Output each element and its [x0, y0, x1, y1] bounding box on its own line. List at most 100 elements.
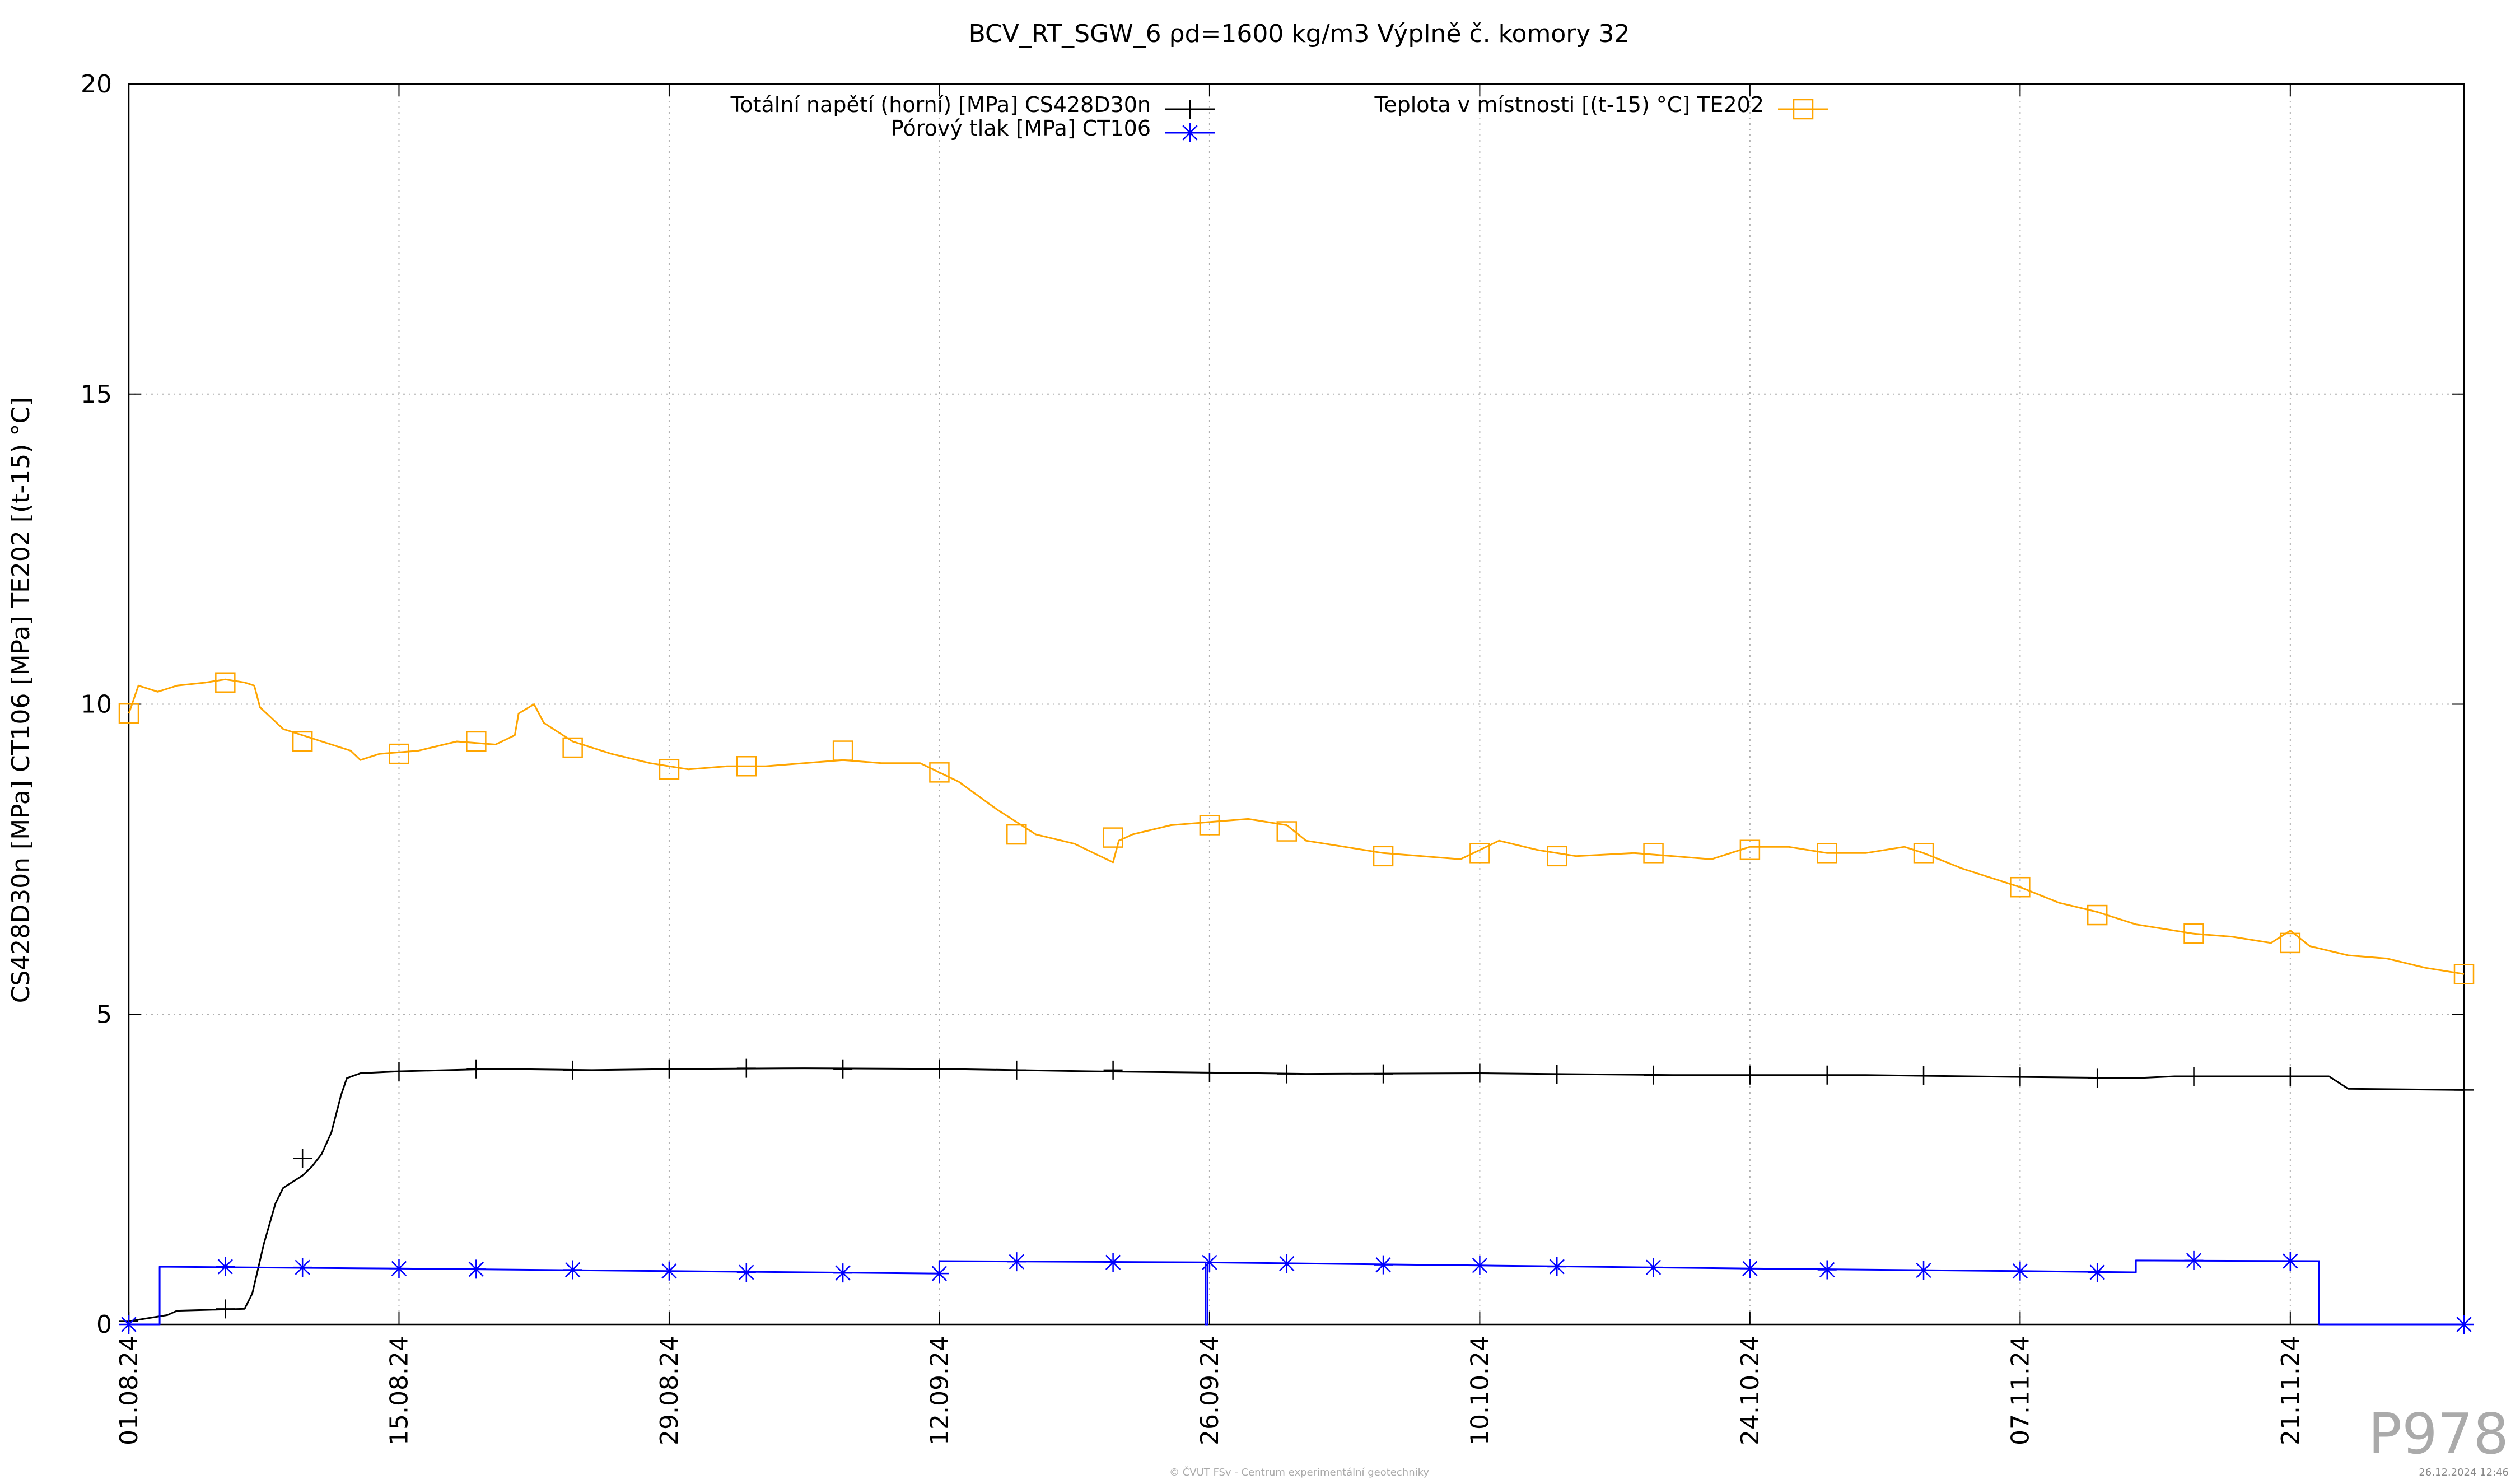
legend-label-2: Pórový tlak [MPa] CT106: [891, 116, 1151, 141]
y-axis-label: CS428D30n [MPa] CT106 [MPa] TE202 [(t-15…: [7, 397, 35, 1004]
series-1-point: [659, 1059, 679, 1079]
series-2-point: [2454, 1315, 2474, 1334]
series-3-point: [1739, 839, 1761, 861]
series-2-point: [1644, 1258, 1663, 1277]
x-tick-label: 01.08.24: [115, 1336, 143, 1445]
legend: Totální napětí (horní) [MPa] CS428D30nPó…: [730, 92, 1828, 142]
series-3-point: [1276, 821, 1298, 842]
series-1-point: [2010, 1067, 2030, 1087]
legend-marker-1: [1180, 100, 1200, 119]
series-1-point: [1644, 1065, 1663, 1085]
x-tick-label: 15.08.24: [385, 1336, 413, 1445]
series-1-point: [1817, 1065, 1837, 1085]
series-1-point: [1374, 1064, 1393, 1084]
series-3: [118, 672, 2475, 984]
series-3-point: [215, 672, 236, 693]
series-3-point: [562, 737, 583, 758]
series-3-point: [1913, 843, 1934, 864]
series-3-point: [1546, 846, 1567, 867]
series-2-point: [1740, 1259, 1760, 1278]
series-2-point: [1277, 1254, 1296, 1273]
series-1-point: [736, 1058, 756, 1078]
series-3-point: [1469, 843, 1490, 864]
series-2-point: [930, 1264, 949, 1284]
series-2-point: [2088, 1262, 2107, 1282]
series-3-point: [1103, 827, 1123, 848]
series-2-point: [119, 1315, 138, 1334]
series-3-point: [2183, 923, 2204, 944]
x-tick-label: 07.11.24: [2006, 1336, 2034, 1445]
series-1-point: [563, 1060, 582, 1080]
series-3-point: [2010, 876, 2031, 898]
y-tick-label: 15: [81, 380, 112, 409]
legend-label-3: Teplota v místnosti [(t-15) °C] TE202: [1374, 92, 1764, 117]
series-3-point: [2280, 932, 2301, 954]
plot-frame: [128, 83, 2465, 1326]
series-2-point: [293, 1258, 312, 1277]
series-3-point: [466, 731, 487, 752]
series-2-point: [1547, 1257, 1567, 1276]
series-1-point: [1914, 1066, 1934, 1085]
series-1-point: [1740, 1065, 1760, 1085]
series-2-point: [2184, 1250, 2204, 1270]
series-3-point: [118, 703, 139, 724]
series-1-point: [1470, 1063, 1490, 1083]
series-2: [119, 1250, 2474, 1334]
grid-lines: [128, 84, 2464, 1324]
series-1-line: [128, 1067, 2465, 1322]
x-tick-label: 24.10.24: [1736, 1336, 1765, 1445]
y-tick-label: 20: [81, 70, 112, 99]
series-3-point: [1817, 843, 1837, 864]
series-2-point: [2280, 1252, 2300, 1271]
series-1-point: [1200, 1063, 1219, 1082]
series-2-point: [659, 1261, 679, 1281]
series-3-point: [659, 759, 680, 780]
y-tick-label: 5: [96, 1000, 112, 1029]
y-tick-label: 0: [96, 1310, 112, 1339]
series-2-point: [1200, 1253, 1219, 1272]
x-tick-label: 12.09.24: [925, 1336, 954, 1445]
legend-label-1: Totální napětí (horní) [MPa] CS428D30n: [730, 92, 1151, 117]
series-3-point: [292, 731, 313, 752]
series-3-point: [1199, 815, 1220, 836]
series-1-point: [930, 1059, 949, 1079]
series-1-point: [2088, 1068, 2107, 1088]
series-2-point: [1007, 1252, 1026, 1272]
legend-marker-2: [1180, 123, 1200, 142]
series-1-point: [2184, 1067, 2204, 1086]
series-2-point: [1374, 1255, 1393, 1275]
series-1-point: [1007, 1060, 1026, 1080]
series-1-point: [293, 1149, 312, 1168]
axis-ticks: 0 5 10 15 20 01.08.24 15.08.24 29.08.24 12.09.24…: [81, 70, 2464, 1445]
y-tick-label: 10: [81, 690, 112, 719]
series-3-point: [1643, 843, 1664, 864]
series-1-point: [1547, 1065, 1567, 1084]
series-2-point: [2010, 1261, 2030, 1281]
series-2-point: [1103, 1253, 1123, 1272]
footer-timestamp: 26.12.2024 12:46: [2419, 1467, 2509, 1478]
series-2-point: [1470, 1256, 1490, 1275]
series-1-point: [833, 1059, 853, 1079]
series-2-point: [466, 1259, 486, 1279]
series-1-point: [216, 1299, 235, 1319]
series-3-point: [389, 743, 409, 764]
series-3-point: [2453, 964, 2475, 984]
series-3-point: [1373, 846, 1394, 867]
footer-credit: © ČVUT FSv - Centrum experimentální geot…: [1169, 1466, 1429, 1478]
series-2-point: [736, 1262, 756, 1282]
series-1-point: [389, 1062, 409, 1081]
series-3-point: [832, 740, 853, 761]
series-2-point: [833, 1263, 853, 1283]
series-3-line: [128, 678, 2465, 975]
series-2-point: [1817, 1260, 1837, 1280]
series-3-point: [1006, 824, 1027, 845]
series-2-line: [129, 1259, 2464, 1326]
chart-title: BCV_RT_SGW_6 ρd=1600 kg/m3 Výplně č. kom…: [969, 20, 1630, 48]
series-3-point: [2087, 904, 2108, 926]
series-2-point: [563, 1260, 582, 1280]
series-2-point: [1914, 1261, 1934, 1280]
legend-marker-3: [1793, 99, 1814, 120]
x-tick-label: 10.10.24: [1466, 1336, 1494, 1445]
series-3-point: [736, 756, 757, 777]
